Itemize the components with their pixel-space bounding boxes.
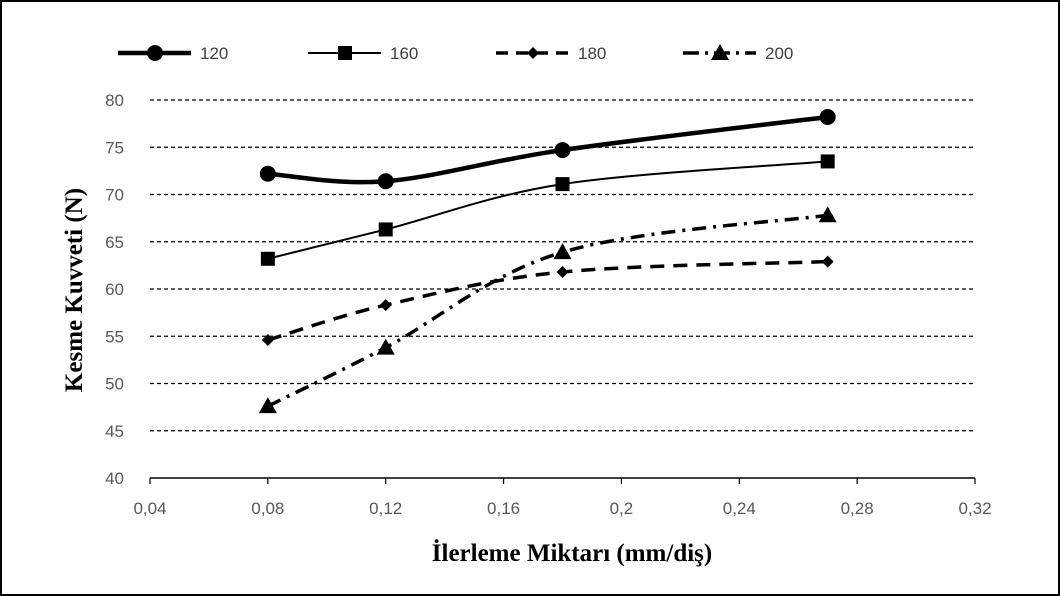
y-tick-label: 70	[105, 186, 124, 205]
data-point-160-0	[260, 251, 275, 266]
y-tick-label: 60	[105, 280, 124, 299]
legend-marker-160	[338, 46, 352, 60]
data-point-160-3	[820, 154, 835, 169]
y-tick-label: 80	[105, 91, 124, 110]
gridlines	[150, 99, 975, 432]
x-tick-label: 0,12	[369, 499, 402, 518]
data-point-180-3	[821, 255, 834, 268]
legend-marker-180	[527, 47, 539, 59]
x-tick-label: 0,08	[251, 499, 284, 518]
data-point-180-1	[379, 299, 392, 312]
legend-label-160: 160	[390, 44, 418, 63]
y-tick-label: 75	[105, 138, 124, 157]
data-point-120-2	[554, 142, 571, 159]
legend-label-120: 120	[200, 44, 228, 63]
x-tick-label: 0,24	[723, 499, 756, 518]
legend-marker-120	[147, 45, 163, 61]
legend-label-200: 200	[765, 44, 793, 63]
series-line-120	[267, 114, 828, 185]
x-tick-label: 0,04	[133, 499, 166, 518]
x-tick-label: 0,28	[841, 499, 874, 518]
y-tick-label: 65	[105, 233, 124, 252]
data-point-200-1	[376, 338, 395, 355]
data-point-200-2	[553, 243, 572, 260]
data-point-160-1	[378, 222, 393, 237]
x-tick-label: 0,16	[487, 499, 520, 518]
y-axis-title: Kesme Kuvveti (N)	[61, 188, 88, 392]
series-line-160	[267, 160, 828, 260]
x-tick-label: 0,32	[958, 499, 991, 518]
x-tick-label: 0,2	[610, 499, 634, 518]
data-point-200-3	[818, 206, 837, 223]
y-tick-label: 55	[105, 327, 124, 346]
y-tick-label: 45	[105, 422, 124, 441]
data-point-120-1	[377, 173, 394, 190]
data-point-180-0	[261, 334, 274, 347]
legend: 120 160 180 200	[118, 44, 793, 63]
axes: 40 45 50 55 60 65 70 75 80 0,04 0,08 0,12 0,16 0,2 0,2…	[105, 91, 991, 518]
series-line-200	[267, 213, 828, 408]
series-lines	[258, 109, 837, 414]
data-point-160-2	[555, 177, 570, 192]
data-point-180-2	[556, 265, 569, 278]
data-point-120-0	[259, 165, 276, 182]
x-axis-title: İlerleme Miktarı (mm/diş)	[432, 539, 712, 567]
y-tick-label: 40	[105, 469, 124, 488]
data-point-200-0	[258, 397, 277, 414]
data-point-120-3	[819, 109, 836, 126]
legend-label-180: 180	[578, 44, 606, 63]
legend-marker-200	[711, 44, 729, 60]
y-tick-label: 50	[105, 375, 124, 394]
